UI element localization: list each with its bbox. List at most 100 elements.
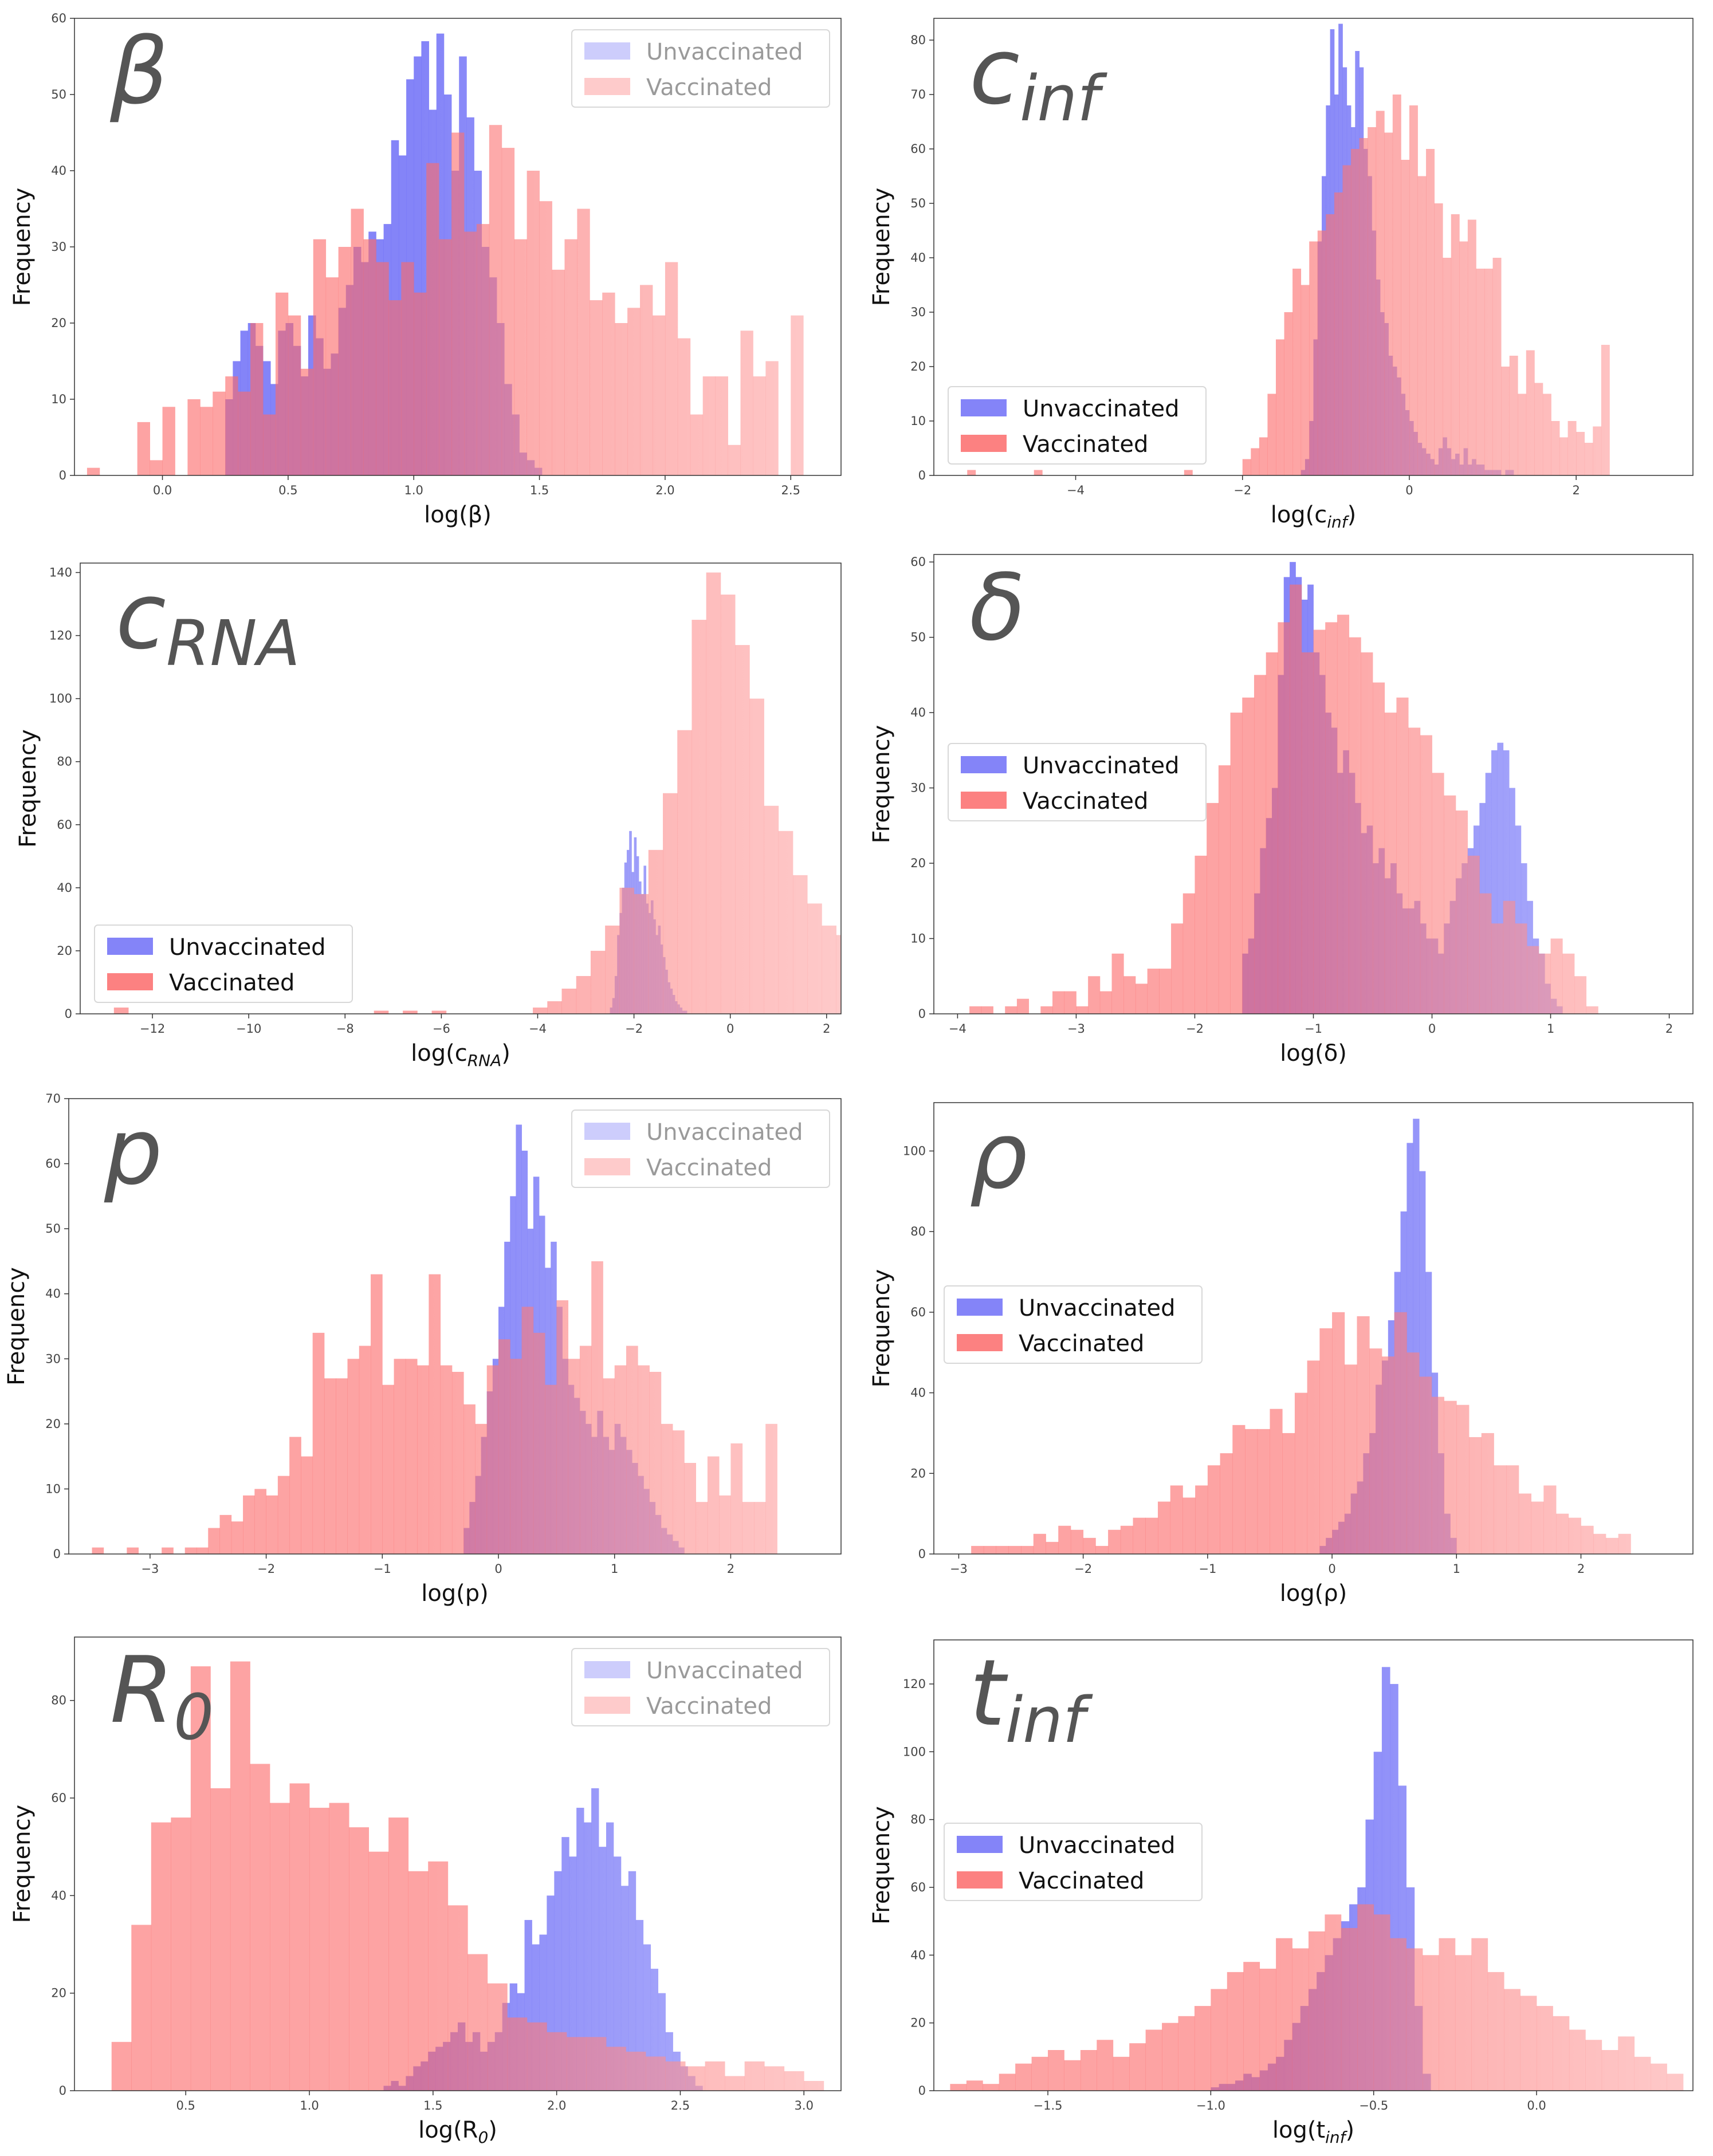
x-tick-label: 2.5 — [671, 2099, 690, 2112]
legend-label-unvaccinated: Unvaccinated — [646, 39, 803, 65]
x-tick-label: −2 — [625, 1022, 643, 1036]
parameter-label: ρ — [969, 1102, 1028, 1209]
x-axis-label: log(p) — [421, 1580, 489, 1607]
parameter-label: β — [109, 18, 168, 125]
y-tick-label: 20 — [910, 856, 926, 870]
x-tick-label: 0.5 — [176, 2099, 195, 2112]
x-tick-label: 1.5 — [423, 2099, 442, 2112]
plot-frame — [68, 1098, 842, 1555]
y-tick-label: 30 — [45, 1352, 61, 1366]
histogram-panel-1: 0.0 0.5 1.0 1.5 2.0 2.5 0 10 20 30 40 50 60 log(β) Fre… — [9, 11, 842, 528]
y-tick-label: 20 — [57, 944, 72, 958]
y-tick-label: 60 — [910, 142, 926, 156]
y-tick-label: 10 — [51, 392, 66, 406]
y-tick-label: 40 — [51, 164, 66, 178]
histogram-panel-4: −4 −3 −2 −1 0 1 20102030405060log(δ)Frequencyδ… — [869, 554, 1694, 1067]
x-tick-label: 0 — [1428, 1022, 1436, 1036]
legend-label-unvaccinated: Unvaccinated — [646, 1119, 803, 1146]
x-tick-label: −1 — [1305, 1022, 1322, 1036]
y-tick-label: 60 — [51, 1791, 66, 1805]
x-tick-label: 2 — [1577, 1562, 1585, 1576]
x-axis-label: log(ρ) — [1280, 1580, 1347, 1607]
x-tick-label: −4 — [529, 1022, 547, 1036]
x-tick-label: −3 — [141, 1562, 159, 1576]
x-tick-label: 0.0 — [1527, 2099, 1546, 2112]
legend-box — [948, 743, 1207, 821]
y-tick-label: 80 — [51, 1694, 66, 1708]
legend-label-unvaccinated: Unvaccinated — [1019, 1832, 1175, 1859]
y-tick-label: 0 — [59, 469, 66, 482]
histogram-panel-7: 0.5 1.0 1.5 2.0 2.5 3.0 0 20 40 60 80 log(R0) Freque… — [9, 1636, 842, 2147]
legend-label-vaccinated: Vaccinated — [169, 970, 294, 996]
y-tick-label: 40 — [57, 881, 72, 895]
parameter-label: tinf — [969, 1639, 1093, 1757]
plot-frame — [80, 562, 842, 1014]
y-axis-label: Frequency — [9, 188, 36, 306]
y-tick-label: 80 — [910, 1225, 926, 1238]
x-tick-label: 0 — [726, 1022, 734, 1036]
y-tick-label: 40 — [910, 1386, 926, 1400]
x-tick-label: 1.5 — [530, 483, 549, 497]
x-tick-label: −2 — [257, 1562, 275, 1576]
legend-swatch-unvaccinated — [584, 42, 630, 60]
x-tick-label: 1.0 — [300, 2099, 319, 2112]
legend: Unvaccinated Vaccinated — [944, 1823, 1203, 1901]
x-tick-label: −6 — [433, 1022, 450, 1036]
x-axis-label: log(cinf) — [1271, 502, 1357, 532]
x-tick-label: −2 — [1186, 1022, 1204, 1036]
legend: Unvaccinated Vaccinated — [948, 743, 1207, 821]
legend-box — [571, 1110, 830, 1188]
legend-label-vaccinated: Vaccinated — [1019, 1868, 1144, 1894]
legend-swatch-unvaccinated — [107, 938, 153, 955]
y-tick-label: 80 — [57, 755, 72, 769]
legend: Unvaccinated Vaccinated — [571, 1648, 830, 1726]
plot-frame — [74, 1636, 842, 2091]
y-tick-label: 100 — [903, 1144, 926, 1158]
legend-swatch-unvaccinated — [961, 756, 1007, 773]
legend-label-vaccinated: Vaccinated — [1023, 788, 1148, 815]
legend-label-unvaccinated: Unvaccinated — [1023, 753, 1179, 779]
y-tick-label: 100 — [49, 692, 72, 706]
y-tick-label: 60 — [51, 11, 66, 25]
parameter-label: R0 — [110, 1636, 214, 1754]
y-tick-label: 100 — [903, 1745, 926, 1758]
x-tick-label: −3 — [950, 1562, 968, 1576]
x-axis-label: log(cRNA) — [411, 1040, 510, 1070]
legend-label-vaccinated: Vaccinated — [646, 1693, 772, 1720]
x-axis-label: log(tinf) — [1272, 2117, 1354, 2147]
y-tick-label: 50 — [910, 196, 926, 210]
x-tick-label: −12 — [140, 1022, 165, 1036]
y-tick-label: 60 — [57, 818, 72, 832]
legend-label-vaccinated: Vaccinated — [1023, 431, 1148, 458]
y-tick-label: 120 — [903, 1677, 926, 1691]
legend-label-vaccinated: Vaccinated — [1019, 1331, 1144, 1357]
x-tick-label: −10 — [236, 1022, 261, 1036]
plot-frame — [933, 1102, 1694, 1555]
x-tick-label: 1 — [1453, 1562, 1460, 1576]
legend-swatch-vaccinated — [584, 78, 630, 95]
y-tick-label: 60 — [45, 1157, 61, 1171]
vaccinated-bar — [851, 951, 866, 1014]
histogram-panel-5: −3 −2 −1 0 1 2010203040506070log(p)Frequencyp… — [3, 1092, 842, 1607]
x-tick-label: −2 — [1233, 483, 1251, 497]
legend-swatch-vaccinated — [961, 792, 1007, 809]
y-tick-label: 40 — [910, 251, 926, 265]
y-tick-label: 50 — [45, 1222, 61, 1236]
legend-label-unvaccinated: Unvaccinated — [1023, 396, 1179, 422]
legend-swatch-unvaccinated — [961, 399, 1007, 416]
legend-box — [944, 1285, 1203, 1364]
parameter-label: δ — [969, 554, 1026, 661]
y-tick-label: 60 — [910, 555, 926, 569]
legend-box — [571, 29, 830, 108]
y-tick-label: 0 — [918, 1547, 926, 1561]
y-tick-label: 20 — [910, 1466, 926, 1480]
y-axis-label: Frequency — [869, 725, 895, 844]
parameter-label: p — [104, 1098, 163, 1205]
x-tick-label: −0.5 — [1359, 2099, 1388, 2112]
plot-frame — [933, 1639, 1694, 2091]
y-tick-label: 0 — [918, 1007, 926, 1021]
y-tick-label: 50 — [51, 88, 66, 101]
y-tick-label: 50 — [910, 631, 926, 644]
x-tick-label: −4 — [1067, 483, 1085, 497]
y-tick-label: 0 — [65, 1007, 72, 1021]
